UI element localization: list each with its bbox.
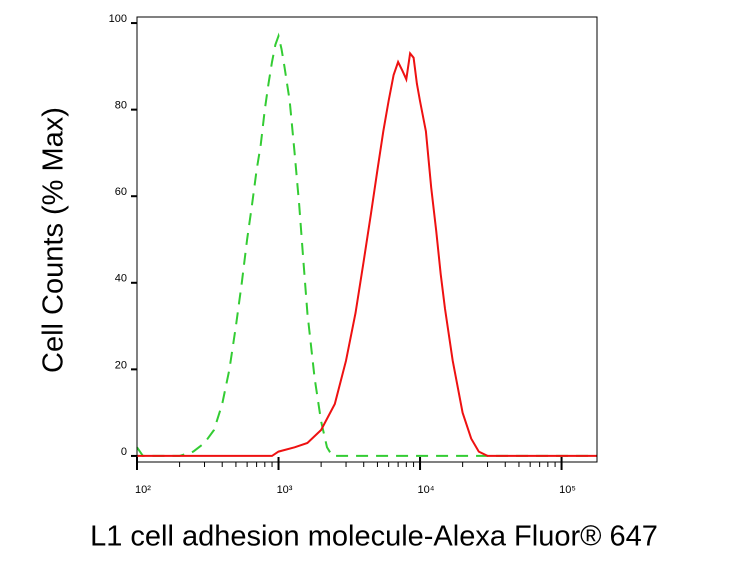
y-tick-label: 0	[121, 446, 127, 458]
y-axis-label: Cell Counts (% Max)	[38, 107, 70, 373]
y-tick-label: 60	[115, 186, 127, 198]
x-tick-label: 10⁴	[418, 484, 435, 496]
y-tick-label: 100	[109, 13, 127, 25]
y-tick-label: 80	[115, 100, 127, 112]
plot-frame	[136, 16, 598, 463]
x-tick-label: 10⁵	[559, 484, 576, 496]
x-tick-label: 10²	[135, 484, 151, 496]
x-axis-label: L1 cell adhesion molecule-Alexa Fluor® 6…	[90, 521, 658, 553]
histogram-line	[136, 32, 597, 457]
y-tick-label: 20	[115, 359, 127, 371]
y-tick-label: 40	[115, 273, 127, 285]
x-tick-label: 10³	[277, 484, 293, 496]
histogram-line	[137, 51, 597, 457]
